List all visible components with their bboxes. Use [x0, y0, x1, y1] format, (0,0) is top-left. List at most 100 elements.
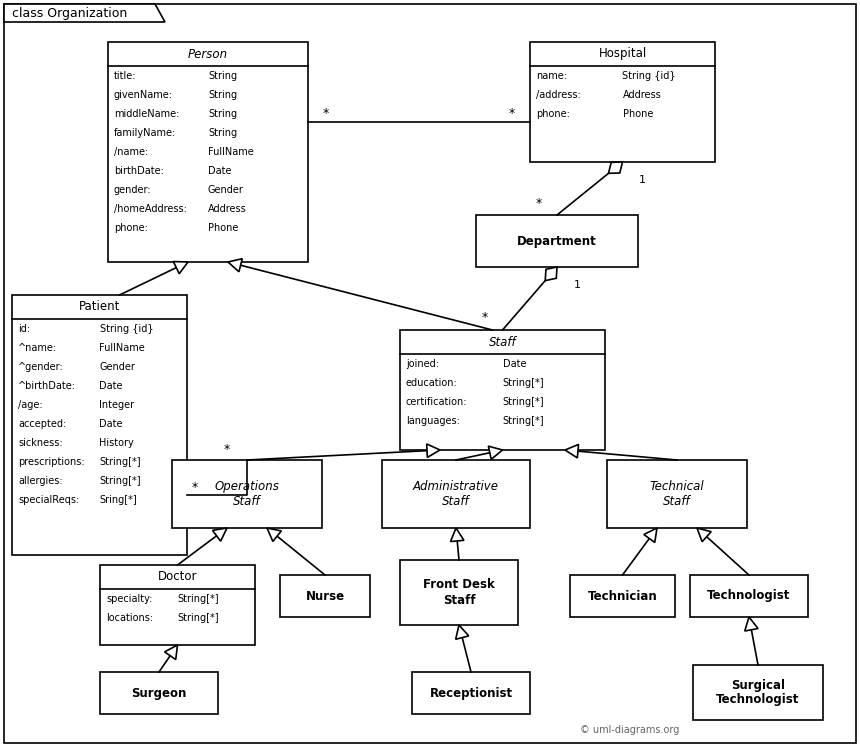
Text: prescriptions:: prescriptions: — [18, 457, 84, 468]
Text: © uml-diagrams.org: © uml-diagrams.org — [580, 725, 679, 735]
Text: Department: Department — [517, 235, 597, 247]
Text: middleName:: middleName: — [114, 110, 180, 120]
Text: *: * — [322, 108, 329, 120]
Text: String: String — [208, 110, 237, 120]
Text: Patient: Patient — [79, 300, 120, 314]
Text: Front Desk
Staff: Front Desk Staff — [423, 578, 494, 607]
Text: Technologist: Technologist — [707, 589, 790, 603]
Text: Administrative
Staff: Administrative Staff — [413, 480, 499, 508]
Text: Person: Person — [188, 48, 228, 61]
Text: languages:: languages: — [406, 416, 460, 427]
Bar — [412, 672, 530, 714]
Bar — [100, 672, 218, 714]
Text: FullName: FullName — [208, 147, 254, 158]
Text: accepted:: accepted: — [18, 420, 66, 430]
Polygon shape — [212, 528, 227, 541]
Polygon shape — [745, 617, 758, 631]
Bar — [476, 215, 638, 267]
Bar — [530, 42, 715, 162]
Text: *: * — [536, 196, 542, 209]
Text: Address: Address — [208, 205, 247, 214]
Text: title:: title: — [114, 72, 137, 81]
Text: Receptionist: Receptionist — [429, 686, 513, 699]
Bar — [690, 575, 808, 617]
Text: *: * — [224, 444, 230, 456]
Text: phone:: phone: — [114, 223, 148, 234]
Bar — [108, 42, 308, 262]
Text: sickness:: sickness: — [18, 438, 63, 448]
Bar — [400, 560, 518, 625]
Text: FullName: FullName — [100, 344, 145, 353]
Text: Surgical
Technologist: Surgical Technologist — [716, 678, 800, 707]
Text: Gender: Gender — [100, 362, 135, 373]
Polygon shape — [456, 625, 469, 639]
Text: Hospital: Hospital — [599, 48, 647, 61]
Text: birthDate:: birthDate: — [114, 167, 164, 176]
Text: *: * — [192, 480, 198, 494]
Polygon shape — [545, 267, 557, 281]
Text: Date: Date — [100, 382, 123, 391]
Text: Integer: Integer — [100, 400, 135, 410]
Polygon shape — [451, 528, 464, 542]
Text: String[*]: String[*] — [177, 613, 219, 624]
Text: Nurse: Nurse — [305, 589, 345, 603]
Polygon shape — [228, 258, 243, 272]
Text: History: History — [100, 438, 134, 448]
Polygon shape — [267, 528, 281, 542]
Bar — [400, 330, 605, 450]
Text: id:: id: — [18, 324, 30, 335]
Text: joined:: joined: — [406, 359, 439, 370]
Text: String[*]: String[*] — [502, 397, 544, 407]
Text: /age:: /age: — [18, 400, 43, 410]
Polygon shape — [644, 528, 657, 542]
Text: String[*]: String[*] — [502, 416, 544, 427]
Polygon shape — [488, 446, 502, 459]
Bar — [172, 460, 322, 528]
Bar — [382, 460, 530, 528]
Text: Staff: Staff — [488, 335, 516, 349]
Text: String {id}: String {id} — [623, 72, 676, 81]
Text: education:: education: — [406, 379, 458, 388]
Bar — [693, 665, 823, 720]
Text: String {id}: String {id} — [100, 324, 153, 335]
Text: specialReqs:: specialReqs: — [18, 495, 79, 506]
Polygon shape — [164, 645, 177, 660]
Text: /name:: /name: — [114, 147, 148, 158]
Text: 1: 1 — [639, 175, 646, 185]
Text: Doctor: Doctor — [157, 571, 197, 583]
Text: phone:: phone: — [536, 110, 570, 120]
Text: /homeAddress:: /homeAddress: — [114, 205, 187, 214]
Text: 1: 1 — [574, 280, 580, 290]
Bar — [570, 575, 675, 617]
Polygon shape — [427, 444, 440, 457]
Text: givenName:: givenName: — [114, 90, 173, 100]
Text: Operations
Staff: Operations Staff — [214, 480, 280, 508]
Text: String[*]: String[*] — [502, 379, 544, 388]
Text: class Organization: class Organization — [12, 7, 127, 19]
Text: /address:: /address: — [536, 90, 580, 100]
Text: certification:: certification: — [406, 397, 468, 407]
Polygon shape — [174, 261, 188, 273]
Text: Surgeon: Surgeon — [132, 686, 187, 699]
Text: *: * — [482, 311, 488, 324]
Text: ^gender:: ^gender: — [18, 362, 64, 373]
Polygon shape — [697, 528, 711, 542]
Text: gender:: gender: — [114, 185, 151, 196]
Polygon shape — [609, 162, 623, 173]
Text: String[*]: String[*] — [100, 477, 141, 486]
Text: Address: Address — [623, 90, 661, 100]
Bar — [100, 565, 255, 645]
Text: familyName:: familyName: — [114, 128, 176, 138]
Bar — [280, 575, 370, 617]
Text: Phone: Phone — [208, 223, 238, 234]
Polygon shape — [565, 444, 579, 458]
Text: Date: Date — [208, 167, 231, 176]
Text: String: String — [208, 72, 237, 81]
Text: String: String — [208, 128, 237, 138]
Polygon shape — [4, 4, 165, 22]
Text: specialty:: specialty: — [106, 595, 152, 604]
Text: Technical
Staff: Technical Staff — [649, 480, 704, 508]
Text: String: String — [208, 90, 237, 100]
Text: *: * — [509, 108, 515, 120]
Bar — [12, 295, 187, 555]
